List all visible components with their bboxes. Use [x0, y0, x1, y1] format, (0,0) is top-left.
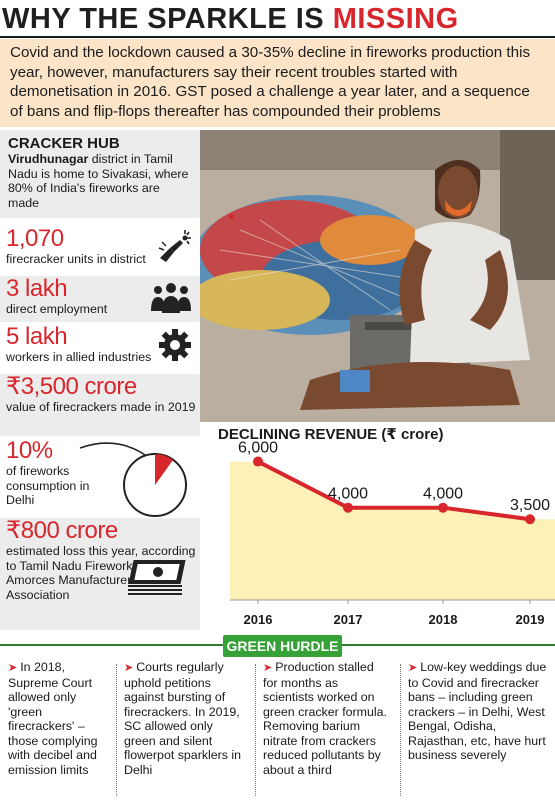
district-name: Virudhunagar	[8, 152, 89, 166]
stat-label: of fireworks consumption in Delhi	[6, 464, 90, 508]
stats-column: CRACKER HUB Virudhunagar district in Tam…	[0, 130, 200, 630]
green-hurdle-point: ➤ In 2018, Supreme Court allowed only 'gr…	[8, 660, 108, 800]
data-point	[438, 502, 448, 513]
stat-estimated-loss: ₹800 crore estimated loss this year, acc…	[0, 518, 200, 630]
column-divider	[116, 664, 117, 796]
stat-allied-workers: 5 lakh workers in allied industries	[0, 324, 200, 370]
green-hurdle-header: GREEN HURDLE	[0, 632, 555, 658]
point-text: Low-key weddings due to Covid and firecr…	[408, 660, 547, 762]
stat-label: estimated loss this year, according to T…	[6, 544, 196, 602]
worker-with-fireworks-photo	[200, 130, 555, 422]
stat-value: 5 lakh	[6, 323, 68, 350]
stat-value: 3 lakh	[6, 275, 68, 302]
gear-icon	[159, 329, 191, 361]
point-text: In 2018, Supreme Court allowed only 'gre…	[8, 660, 98, 777]
data-label: 6,000	[238, 440, 278, 457]
column-divider	[400, 664, 401, 796]
green-hurdle-point: ➤ Production stalled for months as scient…	[263, 660, 391, 800]
photo-dot	[229, 214, 234, 219]
data-point	[525, 514, 535, 525]
arrow-icon: ➤	[124, 662, 134, 674]
green-hurdle-points: ➤ In 2018, Supreme Court allowed only 'gr…	[0, 660, 555, 800]
people-group-icon	[151, 283, 191, 313]
chart-title: DECLINING REVENUE (₹ crore)	[218, 426, 444, 443]
pie-chart-icon	[79, 442, 187, 517]
stat-value: 1,070	[6, 225, 64, 252]
x-tick-label: 2017	[334, 612, 363, 627]
stat-delhi-consumption: 10% of fireworks consumption in Delhi	[0, 437, 200, 517]
headline-part-2: MISSING	[332, 3, 459, 35]
hand-sparkler-icon	[158, 230, 191, 262]
revenue-chart-svg: 6,000 2016 4,000 2017 4,000 2018 3,500 2019	[230, 440, 555, 627]
data-point	[343, 502, 353, 513]
headline: WHY THE SPARKLE IS MISSING	[2, 3, 459, 35]
green-hurdle-point: ➤ Courts regularly uphold petitions again…	[124, 660, 246, 800]
stat-value: ₹3,500 crore	[6, 373, 137, 400]
data-label: 3,500	[510, 497, 550, 514]
point-text: Production stalled for months as scienti…	[263, 660, 387, 777]
stat-value: 10%	[6, 437, 53, 464]
stat-label: firecracker units in district	[6, 252, 146, 266]
intro-text: Covid and the lockdown caused a 30-35% d…	[0, 39, 555, 127]
stat-firecracker-units: 1,070 firecracker units in district	[0, 226, 200, 272]
stat-direct-employment: 3 lakh direct employment	[0, 276, 200, 322]
data-label: 4,000	[328, 486, 368, 503]
revenue-chart: DECLINING REVENUE (₹ crore) 6,000 2016 4,0…	[200, 420, 555, 632]
stat-crackers-value: ₹3,500 crore value of firecrackers made …	[0, 374, 200, 436]
stat-label: direct employment	[6, 302, 108, 316]
data-label: 4,000	[423, 486, 463, 503]
arrow-icon: ➤	[408, 662, 418, 674]
stat-label: value of firecrackers made in 2019	[6, 400, 196, 414]
point-text: Courts regularly uphold petitions agains…	[124, 660, 242, 777]
photo-illustration	[200, 130, 555, 422]
arrow-icon: ➤	[8, 662, 18, 674]
green-hurdle-point: ➤ Low-key weddings due to Covid and firec…	[408, 660, 548, 800]
revenue-area	[230, 461, 555, 600]
x-tick-label: 2016	[244, 612, 273, 627]
headline-part-1: WHY THE SPARKLE IS	[2, 3, 333, 35]
cracker-hub-text: Virudhunagar district in Tamil Nadu is h…	[8, 152, 194, 210]
x-tick-label: 2019	[516, 612, 545, 627]
stat-label: workers in allied industries	[6, 350, 152, 364]
data-point	[253, 456, 263, 467]
cracker-hub-heading: CRACKER HUB	[8, 135, 120, 152]
money-stack-icon	[128, 560, 186, 595]
cracker-hub-box: CRACKER HUB Virudhunagar district in Tam…	[0, 130, 200, 218]
column-divider	[255, 664, 256, 796]
x-tick-label: 2018	[429, 612, 458, 627]
cracker-hub-body: district in Tamil Nadu is home to Sivaka…	[8, 152, 189, 210]
headline-bar: WHY THE SPARKLE IS MISSING	[0, 0, 555, 38]
stat-value: ₹800 crore	[6, 517, 118, 544]
green-hurdle-heading: GREEN HURDLE	[223, 635, 342, 657]
arrow-icon: ➤	[263, 662, 273, 674]
revenue-line	[257, 459, 531, 522]
